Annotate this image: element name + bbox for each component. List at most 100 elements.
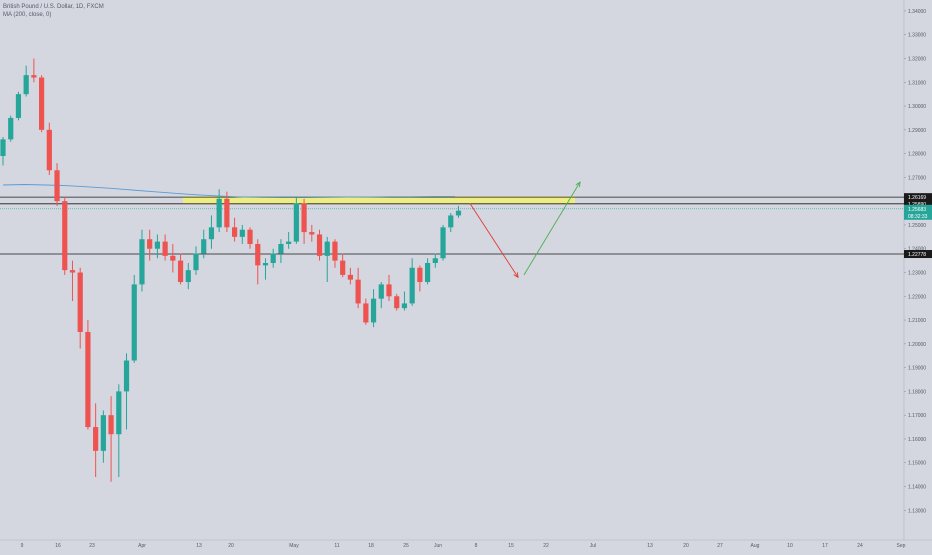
candle-body (108, 415, 114, 435)
candle-body (23, 75, 29, 95)
x-tick-label: 24 (857, 543, 863, 549)
y-tick-label: 1.17000 (908, 413, 926, 419)
candle-body (347, 274, 353, 280)
candle-body (162, 241, 168, 256)
level-tag (904, 199, 932, 208)
candle-body (355, 279, 361, 304)
candle-body (208, 227, 215, 240)
y-tick-label: 1.21000 (908, 318, 926, 324)
countdown-label: 08:32:33 (908, 214, 928, 220)
x-tick-label: 16 (55, 543, 61, 549)
y-tick-label: 1.15000 (908, 461, 926, 467)
y-tick-label: 1.16000 (908, 437, 926, 443)
candle-body (201, 239, 207, 254)
candle-body (316, 234, 323, 256)
projection-arrow-down (469, 203, 519, 278)
candle-body (386, 284, 392, 297)
y-tick-label: 1.23000 (908, 271, 926, 277)
candle-body (77, 272, 83, 332)
x-tick-label: 9 (21, 543, 24, 549)
candle-body (39, 77, 45, 130)
candle-body (247, 229, 253, 244)
candle-body (378, 284, 384, 299)
candle-body (363, 303, 369, 323)
candle-body (100, 415, 106, 451)
candle-body (409, 267, 415, 304)
x-tick-label: Aug (751, 543, 760, 549)
level-tag (904, 250, 932, 259)
candle-body (370, 298, 377, 323)
candle-body (417, 267, 423, 283)
chart-legend: British Pound / U.S. Dollar, 1D, FXCM MA… (3, 3, 104, 19)
candle-body (293, 203, 299, 242)
candle-body (301, 203, 307, 233)
y-tick-label: 1.34000 (908, 9, 926, 15)
candle-body (62, 201, 68, 271)
x-tick-label: Jul (590, 543, 596, 549)
x-tick-label: 13 (196, 543, 202, 549)
candle-body (116, 391, 122, 435)
candle-body (123, 360, 130, 392)
candle-body (425, 263, 431, 283)
candle-body (170, 255, 176, 261)
candle-body (309, 232, 315, 235)
candle-body (255, 243, 261, 266)
x-tick-label: 13 (647, 543, 653, 549)
candle-body (93, 427, 99, 451)
y-tick-label: 1.14000 (908, 485, 926, 491)
y-tick-label: 1.18000 (908, 389, 926, 395)
symbol-title: British Pound / U.S. Dollar, 1D, FXCM (3, 4, 104, 10)
x-tick-label: 27 (717, 543, 723, 549)
x-tick-label: 17 (822, 543, 828, 549)
candle-body (224, 198, 230, 228)
level-label: 1.22778 (908, 252, 926, 258)
y-tick-label: 1.29000 (908, 128, 926, 134)
x-tick-label: Apr (138, 543, 146, 549)
candle-body (15, 94, 22, 118)
level-tag (904, 193, 932, 202)
candle-body (394, 296, 400, 309)
candle-body (185, 270, 191, 283)
projection-arrow-down-head (513, 272, 519, 279)
candle-body (85, 331, 91, 428)
y-tick-label: 1.33000 (908, 33, 926, 39)
y-tick-label: 1.31000 (908, 80, 926, 86)
x-tick-label: 10 (787, 543, 793, 549)
x-tick-label: 18 (368, 543, 374, 549)
projection-arrow-up-head (575, 181, 581, 188)
y-tick-label: 1.22000 (908, 294, 926, 300)
candle-body (54, 170, 60, 202)
y-tick-label: 1.19000 (908, 366, 926, 372)
candle-body (286, 241, 292, 244)
y-tick-label: 1.32000 (908, 57, 926, 63)
candle-body (139, 239, 145, 285)
candle-body (8, 117, 14, 140)
price-axis (904, 0, 932, 550)
current-price-label: 1.25683 (908, 207, 926, 213)
candle-body (340, 260, 346, 275)
candle-body (448, 215, 454, 228)
y-tick-label: 1.20000 (908, 342, 926, 348)
candle-body (177, 260, 184, 283)
candle-body (270, 253, 276, 263)
resistance-zone (183, 196, 575, 204)
candle-body (154, 241, 160, 249)
candle-body (131, 284, 137, 361)
x-tick-label: Sep (897, 543, 906, 549)
y-tick-label: 1.25000 (908, 223, 926, 229)
candle-body (193, 253, 199, 271)
x-tick-label: May (289, 543, 299, 549)
candle-body (278, 243, 284, 254)
candle-body (332, 241, 338, 261)
projection-arrow-up (523, 181, 581, 276)
x-tick-label: 22 (543, 543, 549, 549)
candle-body (46, 129, 52, 171)
x-tick-label: 20 (228, 543, 234, 549)
x-tick-label: 15 (508, 543, 514, 549)
candle-body (216, 198, 222, 228)
level-label: 1.26169 (908, 195, 926, 201)
indicator-title: MA (200, close, 0) (3, 12, 52, 18)
x-tick-label: 23 (89, 543, 95, 549)
